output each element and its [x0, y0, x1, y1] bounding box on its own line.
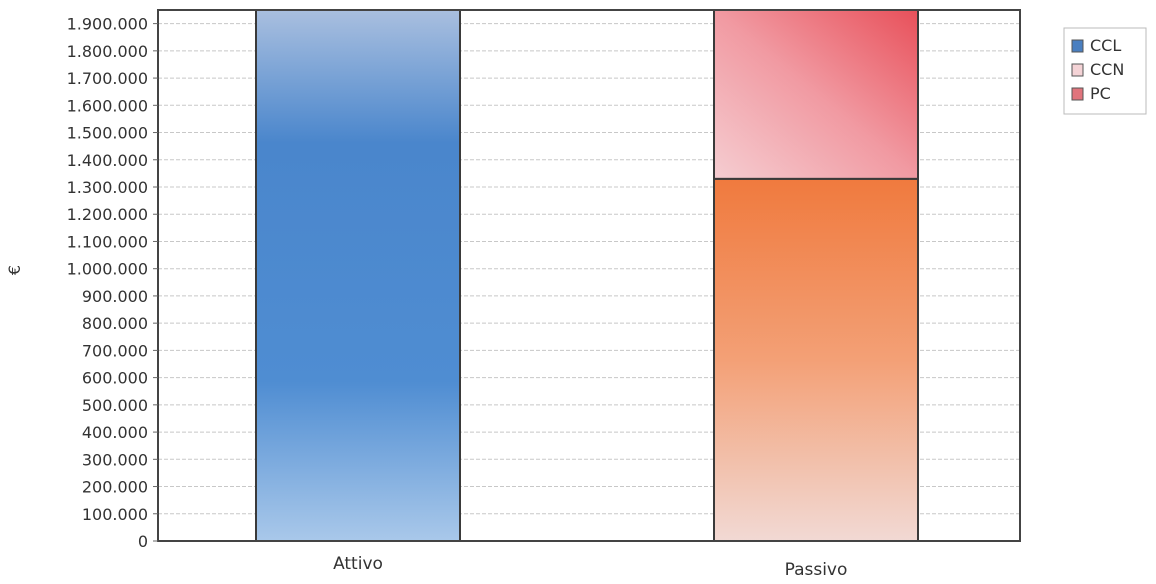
y-tick-label: 200.000: [82, 478, 148, 497]
x-category-label: Attivo: [333, 554, 383, 574]
legend-swatch-ccl: [1071, 39, 1084, 53]
bars: [255, 9, 919, 542]
bar-ccn-passivo: [713, 177, 919, 542]
plot-area-frame: [157, 9, 1021, 542]
y-tick-label: 300.000: [82, 450, 148, 469]
y-tick-label: 600.000: [82, 369, 148, 388]
y-tick-label: 1.000.000: [67, 260, 148, 279]
legend: CCL CCN PC: [1063, 27, 1147, 115]
y-tick-label: 1.500.000: [67, 124, 148, 143]
y-axis-label: €: [5, 265, 24, 275]
legend-label-pc: PC: [1090, 84, 1111, 103]
y-tick-label: 1.700.000: [67, 69, 148, 88]
y-tick-label: 900.000: [82, 287, 148, 306]
y-tick-label: 1.800.000: [67, 42, 148, 61]
y-tick-label: 1.300.000: [67, 178, 148, 197]
y-tick-label: 1.100.000: [67, 232, 148, 251]
y-axis-ticks: 0 100.000 200.000 300.000 400.000 500.000 600.…: [67, 15, 158, 551]
legend-label-ccl: CCL: [1090, 36, 1121, 55]
y-tick-label: 400.000: [82, 423, 148, 442]
y-tick-label: 1.200.000: [67, 205, 148, 224]
y-tick-label: 1.600.000: [67, 96, 148, 115]
x-axis-categories: Attivo Passivo: [333, 554, 847, 580]
y-tick-label: 1.900.000: [67, 15, 148, 34]
legend-swatch-pc: [1071, 87, 1084, 101]
y-tick-label: 700.000: [82, 341, 148, 360]
x-category-label: Passivo: [785, 560, 848, 580]
y-tick-label: 0: [138, 532, 148, 551]
bar-pc-passivo: [713, 9, 919, 180]
y-tick-label: 100.000: [82, 505, 148, 524]
y-tick-label: 800.000: [82, 314, 148, 333]
legend-label-ccn: CCN: [1090, 60, 1124, 79]
y-tick-label: 1.400.000: [67, 151, 148, 170]
bar-ccl-attivo: [255, 9, 461, 542]
y-tick-label: 500.000: [82, 396, 148, 415]
legend-swatch-ccn: [1071, 63, 1084, 77]
